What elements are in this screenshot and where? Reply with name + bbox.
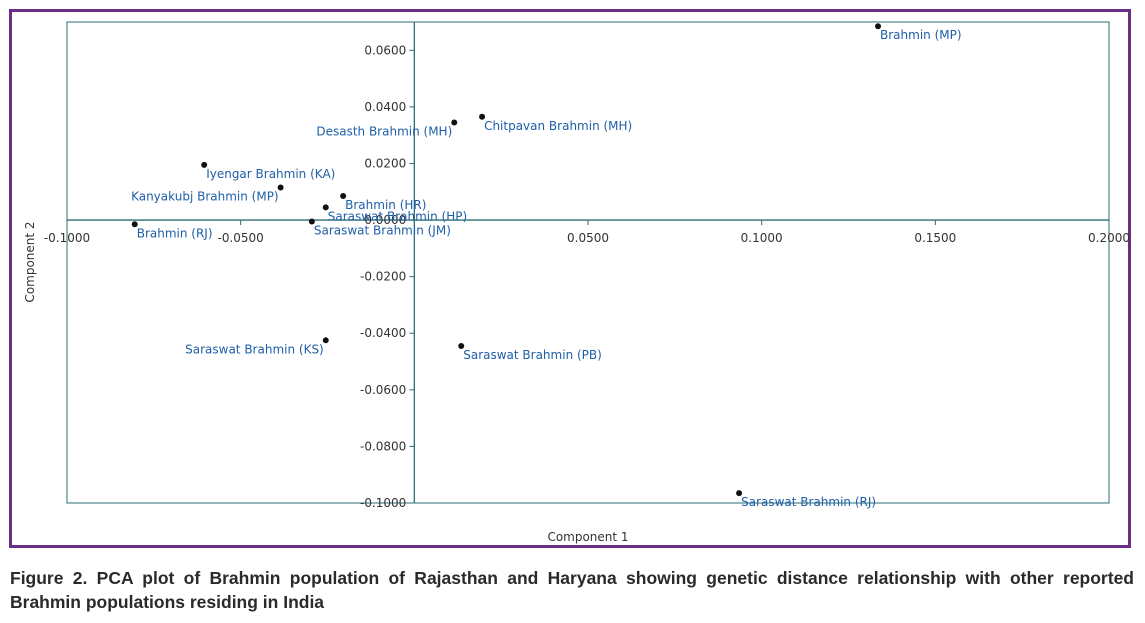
point-label: Brahmin (MP) — [880, 28, 962, 42]
point-label: Iyengar Brahmin (KA) — [206, 167, 335, 181]
point-label: Saraswat Brahmin (JM) — [314, 223, 451, 237]
x-tick-label: 0.1500 — [914, 231, 956, 245]
data-point — [736, 490, 743, 497]
data-point — [458, 342, 465, 349]
point-label: Kanyakubj Brahmin (MP) — [131, 190, 279, 204]
ticks-layer: -0.1000 -0.0500 0.0500 0.1000 0.1500 0.2000 0.… — [44, 43, 1130, 510]
y-tick-label: -0.0200 — [360, 270, 406, 284]
point-label: Saraswat Brahmin (KS) — [185, 342, 324, 356]
figure-caption: Figure 2. PCA plot of Brahmin population… — [10, 568, 1134, 612]
y-tick-label: -0.0800 — [360, 439, 406, 453]
data-point — [875, 23, 882, 30]
y-tick-label: 0.0400 — [364, 100, 406, 114]
x-tick-label: 0.0500 — [567, 231, 609, 245]
point-label: Desasth Brahmin (MH) — [316, 124, 452, 138]
y-tick-label: -0.1000 — [360, 496, 406, 510]
point-label: Brahmin (RJ) — [137, 226, 213, 240]
point-label: Saraswat Brahmin (HP) — [328, 209, 467, 223]
y-axis-title: Component 2 — [23, 221, 37, 302]
y-tick-label: 0.0600 — [364, 43, 406, 57]
pca-scatter-chart: -0.1000 -0.0500 0.0500 0.1000 0.1500 0.2000 0.… — [23, 21, 1130, 544]
data-point — [340, 193, 347, 200]
point-label: Saraswat Brahmin (PB) — [463, 348, 602, 362]
y-tick-label: 0.0200 — [364, 156, 406, 170]
y-tick-label: 0.0000 — [364, 213, 406, 227]
y-tick-label: -0.0400 — [360, 326, 406, 340]
data-point — [322, 204, 329, 211]
x-tick-label: 0.2000 — [1088, 231, 1130, 245]
data-point — [201, 161, 208, 168]
x-axis-title: Component 1 — [547, 530, 628, 544]
point-label: Chitpavan Brahmin (MH) — [484, 119, 632, 133]
point-label: Saraswat Brahmin (RJ) — [741, 495, 876, 509]
point-label: Brahmin (HR) — [345, 198, 426, 212]
data-point — [277, 184, 284, 191]
data-point — [451, 119, 458, 126]
data-point — [322, 337, 329, 344]
data-point — [131, 221, 138, 228]
plot-area — [66, 21, 1110, 504]
data-point — [308, 218, 315, 225]
x-tick-label: -0.1000 — [44, 231, 90, 245]
x-tick-label: 0.1000 — [741, 231, 783, 245]
x-tick-label: -0.0500 — [218, 231, 264, 245]
points-layer: Brahmin (MP) Desasth Brahmin (MH) Chitpava… — [131, 23, 962, 509]
data-point — [479, 113, 486, 120]
y-tick-label: -0.0600 — [360, 383, 406, 397]
